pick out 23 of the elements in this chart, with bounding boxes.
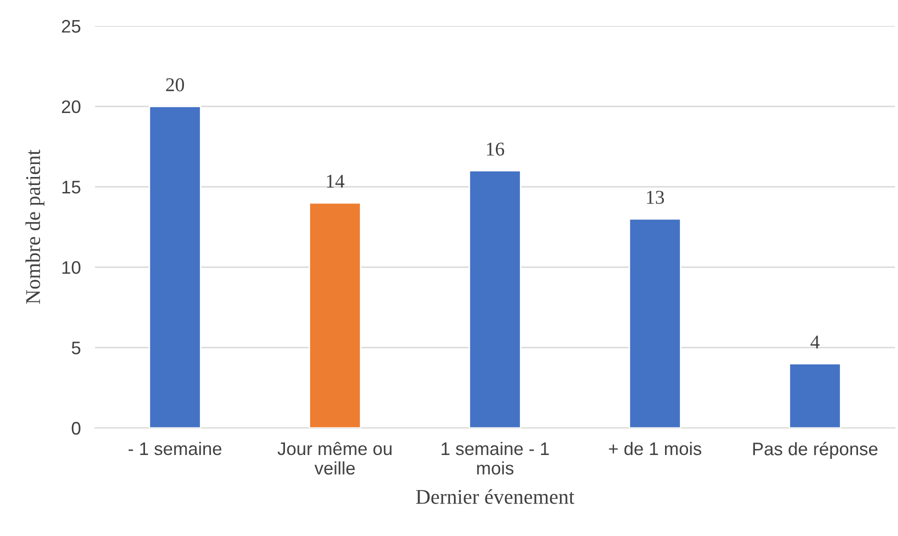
- x-tick-label: Pas de réponse: [753, 442, 878, 459]
- y-tick-label: 25: [62, 20, 80, 33]
- x-tick-label: - 1 semaine: [128, 442, 222, 456]
- x-tick-label: Jour même ou veille: [278, 442, 392, 475]
- bar: [468, 170, 522, 428]
- y-axis-title: Nombre de patient: [25, 150, 44, 304]
- y-tick-label: 0: [72, 422, 80, 435]
- data-label: 20: [166, 78, 184, 92]
- y-tick-label: 15: [62, 180, 80, 194]
- data-label: 14: [326, 174, 344, 188]
- data-label: 16: [486, 142, 504, 156]
- y-tick-label: 5: [72, 342, 80, 354]
- x-tick-label: + de 1 mois: [608, 442, 702, 456]
- bar: [308, 202, 362, 428]
- bar: [148, 106, 202, 428]
- bar: [628, 218, 682, 428]
- x-tick-label: 1 semaine - 1 mois: [442, 442, 549, 475]
- y-tick-label: 20: [62, 100, 80, 114]
- bar: [788, 362, 842, 428]
- data-label: 4: [810, 336, 820, 348]
- y-tick-label: 10: [62, 261, 80, 274]
- x-axis-title: Dernier évenement: [416, 489, 574, 504]
- data-label: 13: [646, 190, 664, 204]
